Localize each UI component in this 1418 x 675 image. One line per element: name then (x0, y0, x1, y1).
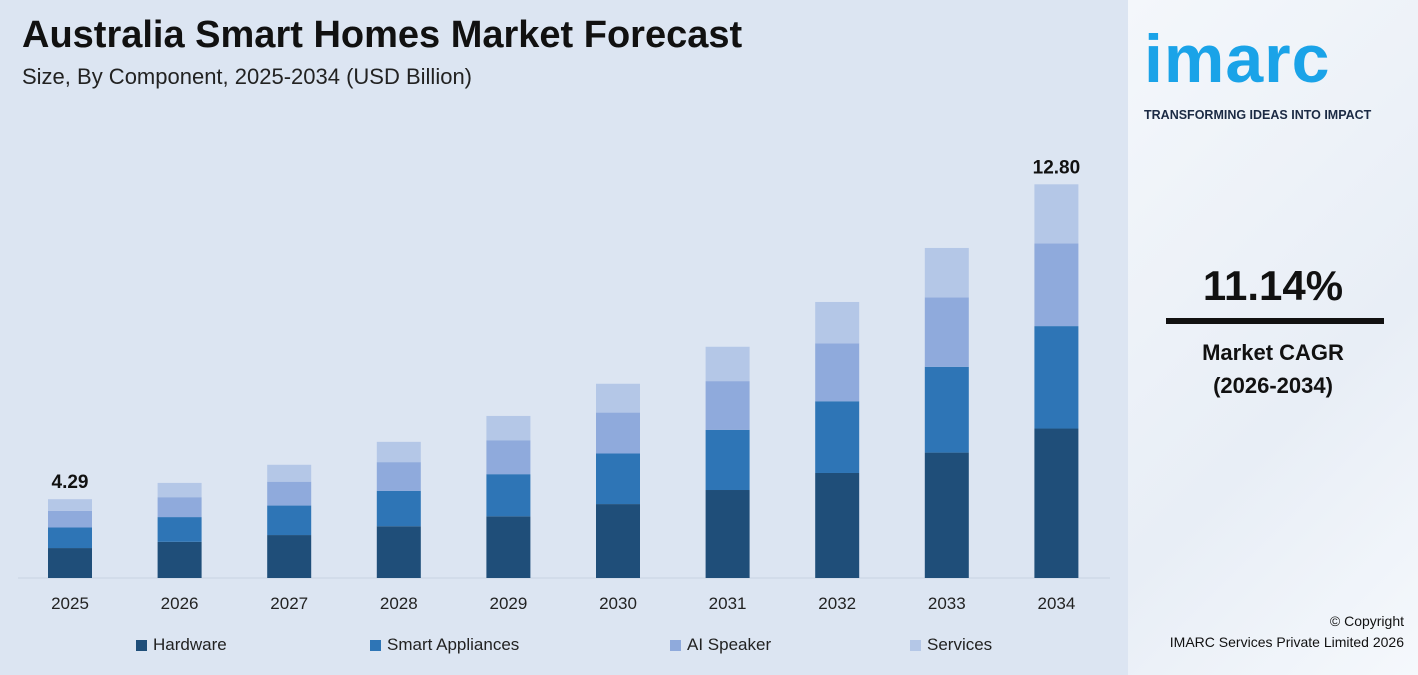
bar-segment-hardware-2029 (486, 516, 531, 578)
x-tick-label: 2032 (818, 594, 856, 613)
bar-segment-smart-appliances-2033 (924, 366, 969, 453)
bar-segment-ai-speaker-2030 (596, 412, 640, 454)
bar-segment-services-2032 (815, 301, 860, 344)
bar-segment-services-2031 (705, 346, 750, 382)
cagr-value: 11.14% (1202, 262, 1344, 309)
legend-label: Services (927, 635, 993, 654)
bar-segment-ai-speaker-2028 (376, 462, 421, 491)
chart-panel: Australia Smart Homes Market Forecast Si… (18, 14, 1110, 655)
bar-segment-hardware-2033 (924, 452, 969, 578)
x-tick-label: 2030 (599, 594, 637, 613)
bar-segment-smart-appliances-2028 (376, 490, 421, 527)
copyright-line1: © Copyright (1329, 613, 1404, 629)
bar-segment-hardware-2026 (157, 541, 202, 578)
divider (1166, 318, 1384, 324)
bar-segment-services-2026 (157, 482, 202, 498)
bar-segment-services-2033 (924, 247, 969, 298)
x-tick-label: 2034 (1037, 594, 1075, 613)
bar-segment-smart-appliances-2031 (705, 429, 750, 491)
x-tick-label: 2026 (161, 594, 199, 613)
x-tick-label: 2029 (489, 594, 527, 613)
bar-segment-smart-appliances-2032 (815, 401, 860, 473)
bar-segment-ai-speaker-2029 (486, 440, 531, 475)
legend-item: Smart Appliances (370, 635, 519, 655)
legend-item: Hardware (136, 635, 227, 655)
bar-segment-ai-speaker-2031 (705, 381, 750, 430)
bar-segment-smart-appliances-2029 (486, 474, 531, 517)
x-tick-label: 2031 (709, 594, 747, 613)
info-panel: imarc TRANSFORMING IDEAS INTO IMPACT 11.… (1128, 0, 1418, 675)
legend-label: AI Speaker (687, 635, 772, 654)
bar-segment-services-2027 (267, 464, 312, 482)
legend-swatch (370, 639, 381, 651)
legend-swatch (136, 639, 147, 651)
bar-segment-smart-appliances-2030 (596, 453, 640, 505)
chart-title: Australia Smart Homes Market Forecast (22, 14, 743, 56)
legend-label: Smart Appliances (387, 635, 520, 654)
bar-segment-ai-speaker-2034 (1034, 243, 1079, 327)
bar-segment-services-2028 (376, 441, 421, 463)
copyright-line2: IMARC Services Private Limited 2026 (1169, 634, 1404, 650)
bar-segment-smart-appliances-2034 (1034, 326, 1079, 429)
cagr-period: (2026-2034) (1213, 373, 1333, 398)
bar-segment-services-2034 (1034, 184, 1079, 244)
x-tick-label: 2025 (51, 594, 89, 613)
bar-segment-ai-speaker-2033 (924, 297, 969, 367)
bar-segment-smart-appliances-2025 (48, 527, 92, 549)
bar-segment-hardware-2032 (815, 472, 860, 578)
chart-subtitle: Size, By Component, 2025-2034 (USD Billi… (22, 64, 473, 89)
stacked-bar-chart: 2025 4.29 2026 2027 2028 2029 2030 2031 2032 2033… (18, 157, 1110, 613)
x-tick-label: 2033 (928, 594, 966, 613)
legend-label: Hardware (153, 635, 227, 654)
bar-segment-hardware-2028 (376, 526, 421, 578)
bar-segment-ai-speaker-2027 (267, 481, 312, 506)
bar-segment-hardware-2027 (267, 535, 312, 578)
legend-item: AI Speaker (670, 635, 771, 655)
bar-segment-hardware-2025 (48, 548, 92, 578)
x-tick-label: 2028 (380, 594, 418, 613)
bar-segment-ai-speaker-2025 (48, 510, 92, 528)
bar-segment-hardware-2030 (596, 504, 640, 578)
imarc-logo: imarc (1144, 21, 1331, 97)
cagr-label: Market CAGR (1202, 340, 1344, 365)
tagline: TRANSFORMING IDEAS INTO IMPACT (1144, 108, 1372, 122)
bar-segment-smart-appliances-2027 (267, 505, 312, 536)
bar-segment-services-2029 (486, 415, 531, 441)
data-label: 4.29 (52, 472, 89, 493)
bar-segment-hardware-2031 (705, 490, 750, 578)
bar-segment-services-2030 (596, 383, 640, 413)
data-label: 12.80 (1033, 157, 1081, 178)
legend-swatch (910, 639, 921, 651)
bar-segment-ai-speaker-2026 (157, 497, 202, 518)
legend-item: Services (910, 635, 992, 655)
bar-segment-services-2025 (48, 499, 92, 511)
x-tick-label: 2027 (270, 594, 308, 613)
bar-segment-ai-speaker-2032 (815, 343, 860, 402)
bar-segment-smart-appliances-2026 (157, 517, 202, 542)
bar-segment-hardware-2034 (1034, 428, 1079, 578)
legend-swatch (670, 639, 681, 651)
